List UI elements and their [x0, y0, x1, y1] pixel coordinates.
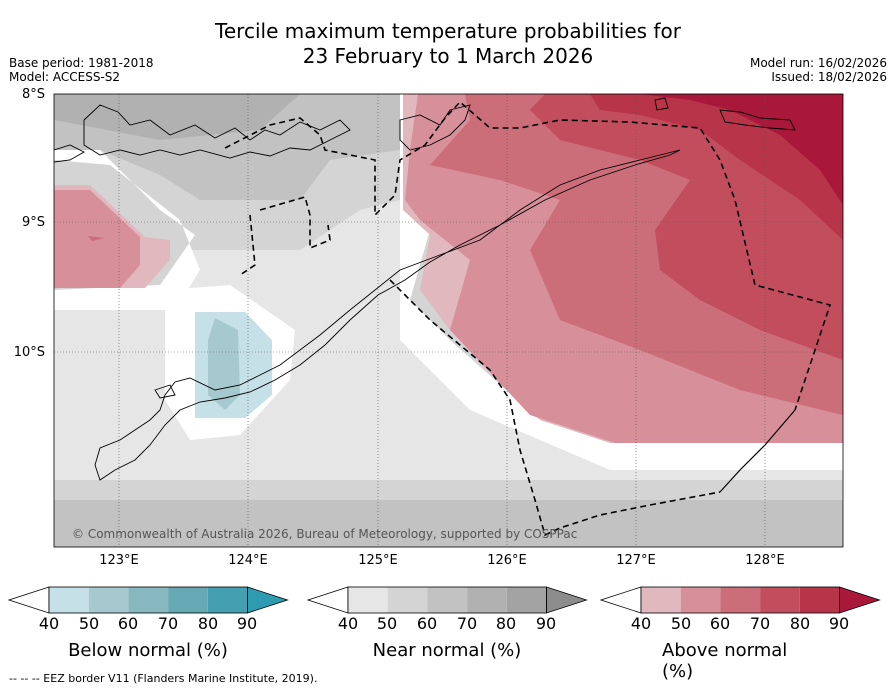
- near-colorbar-frame: [347, 586, 547, 614]
- above-tick: 90: [828, 614, 850, 633]
- lon-label-127e: 127°E: [616, 553, 656, 568]
- below-tick: 70: [157, 614, 179, 633]
- lon-label-125e: 125°E: [358, 553, 398, 568]
- model-run: Model run: 16/02/2026: [749, 56, 887, 70]
- gridlines: [54, 94, 843, 547]
- probability-field: [54, 94, 843, 547]
- above-colorbar-extend-low: [599, 586, 642, 614]
- alor-coast: [399, 104, 471, 151]
- above-colorbar-segment: [799, 587, 840, 613]
- lat-label-8s: 8°S: [21, 87, 45, 102]
- near-tick: 80: [495, 614, 517, 633]
- field-below-60: [208, 318, 240, 410]
- title-line-2: 23 February to 1 March 2026: [302, 44, 594, 68]
- coastlines: [54, 97, 796, 481]
- below-colorbar-segment: [88, 587, 129, 613]
- above-tick: 80: [789, 614, 811, 633]
- eez-line-south: [389, 279, 721, 537]
- below-tick: 60: [117, 614, 139, 633]
- above-tick: 50: [670, 614, 692, 633]
- island-sw-1: [154, 384, 176, 399]
- near-normal-title: Near normal (%): [372, 640, 522, 661]
- below-tick: 80: [197, 614, 219, 633]
- title-line-1: Tercile maximum temperature probabilitie…: [215, 19, 681, 43]
- near-colorbar-segment: [427, 587, 468, 613]
- map-title: Tercile maximum temperature probabilitie…: [0, 19, 896, 69]
- field-above-70-west: [88, 236, 105, 241]
- eez-border: [224, 100, 832, 537]
- field-near-70-top: [54, 94, 300, 140]
- below-tick: 40: [38, 614, 60, 633]
- eez-footer-note: -- -- -- EEZ border V11 (Flanders Marine…: [9, 672, 318, 685]
- below-colorbar-segment: [168, 587, 208, 613]
- flores-coast: [83, 104, 351, 159]
- eez-line-north: [224, 100, 832, 411]
- above-colorbar-extend-high: [839, 586, 881, 614]
- below-colorbar-extend-low: [7, 586, 50, 614]
- near-colorbar-extend-high: [546, 586, 588, 614]
- near-tick: 70: [456, 614, 478, 633]
- lat-label-9s: 9°S: [21, 215, 45, 230]
- below-tick: 50: [78, 614, 100, 633]
- near-tick: 90: [535, 614, 557, 633]
- below-colorbar-segment: [128, 587, 169, 613]
- below-tick: 90: [236, 614, 258, 633]
- meta-right: Model run: 16/02/2026 Issued: 18/02/2026: [750, 56, 887, 84]
- base-period: Base period: 1981-2018: [9, 56, 154, 70]
- below-colorbar-frame: [48, 586, 248, 614]
- lon-label-123e: 123°E: [99, 553, 139, 568]
- near-tick: 60: [416, 614, 438, 633]
- island-north-2: [719, 109, 796, 131]
- map-frame: [53, 93, 844, 548]
- near-colorbar-segment: [506, 587, 547, 613]
- field-near-70-bottom: [54, 500, 843, 547]
- below-colorbar-segment: [49, 587, 89, 613]
- above-tick: 40: [630, 614, 652, 633]
- above-tick: 70: [749, 614, 771, 633]
- eez-line-west: [259, 196, 331, 250]
- above-colorbar-segment: [641, 587, 681, 613]
- western-coast: [54, 144, 85, 163]
- above-tick: 60: [709, 614, 731, 633]
- lon-label-128e: 128°E: [745, 553, 785, 568]
- near-colorbar-segment: [387, 587, 428, 613]
- near-colorbar-segment: [467, 587, 507, 613]
- copyright-notice: © Commonwealth of Australia 2026, Bureau…: [72, 527, 578, 541]
- above-colorbar-segment: [720, 587, 761, 613]
- lon-label-126e: 126°E: [487, 553, 527, 568]
- above-colorbar-segment: [680, 587, 721, 613]
- below-colorbar-segment: [207, 587, 248, 613]
- eez-solid-segment: [719, 409, 796, 493]
- colorbars: [7, 586, 881, 614]
- near-tick: 50: [376, 614, 398, 633]
- below-colorbar-extend-high: [247, 586, 289, 614]
- above-colorbar-segment: [760, 587, 800, 613]
- timor-coast: [94, 149, 681, 481]
- below-normal-title: Below normal (%): [68, 640, 228, 661]
- lon-label-124e: 124°E: [228, 553, 268, 568]
- eez-line-west-2: [239, 214, 256, 276]
- island-north-1: [654, 97, 669, 111]
- meta-left: Base period: 1981-2018 Model: ACCESS-S2: [9, 56, 154, 84]
- field-gap-left: [54, 150, 200, 310]
- field-above-95-east: [640, 94, 843, 205]
- near-tick: 40: [337, 614, 359, 633]
- model-name: Model: ACCESS-S2: [9, 70, 121, 84]
- lat-label-10s: 10°S: [13, 345, 45, 360]
- above-normal-title: Above normal (%): [662, 640, 788, 682]
- above-colorbar-frame: [640, 586, 840, 614]
- issued-date: Issued: 18/02/2026: [771, 70, 887, 84]
- near-colorbar-extend-low: [306, 586, 349, 614]
- near-colorbar-segment: [348, 587, 388, 613]
